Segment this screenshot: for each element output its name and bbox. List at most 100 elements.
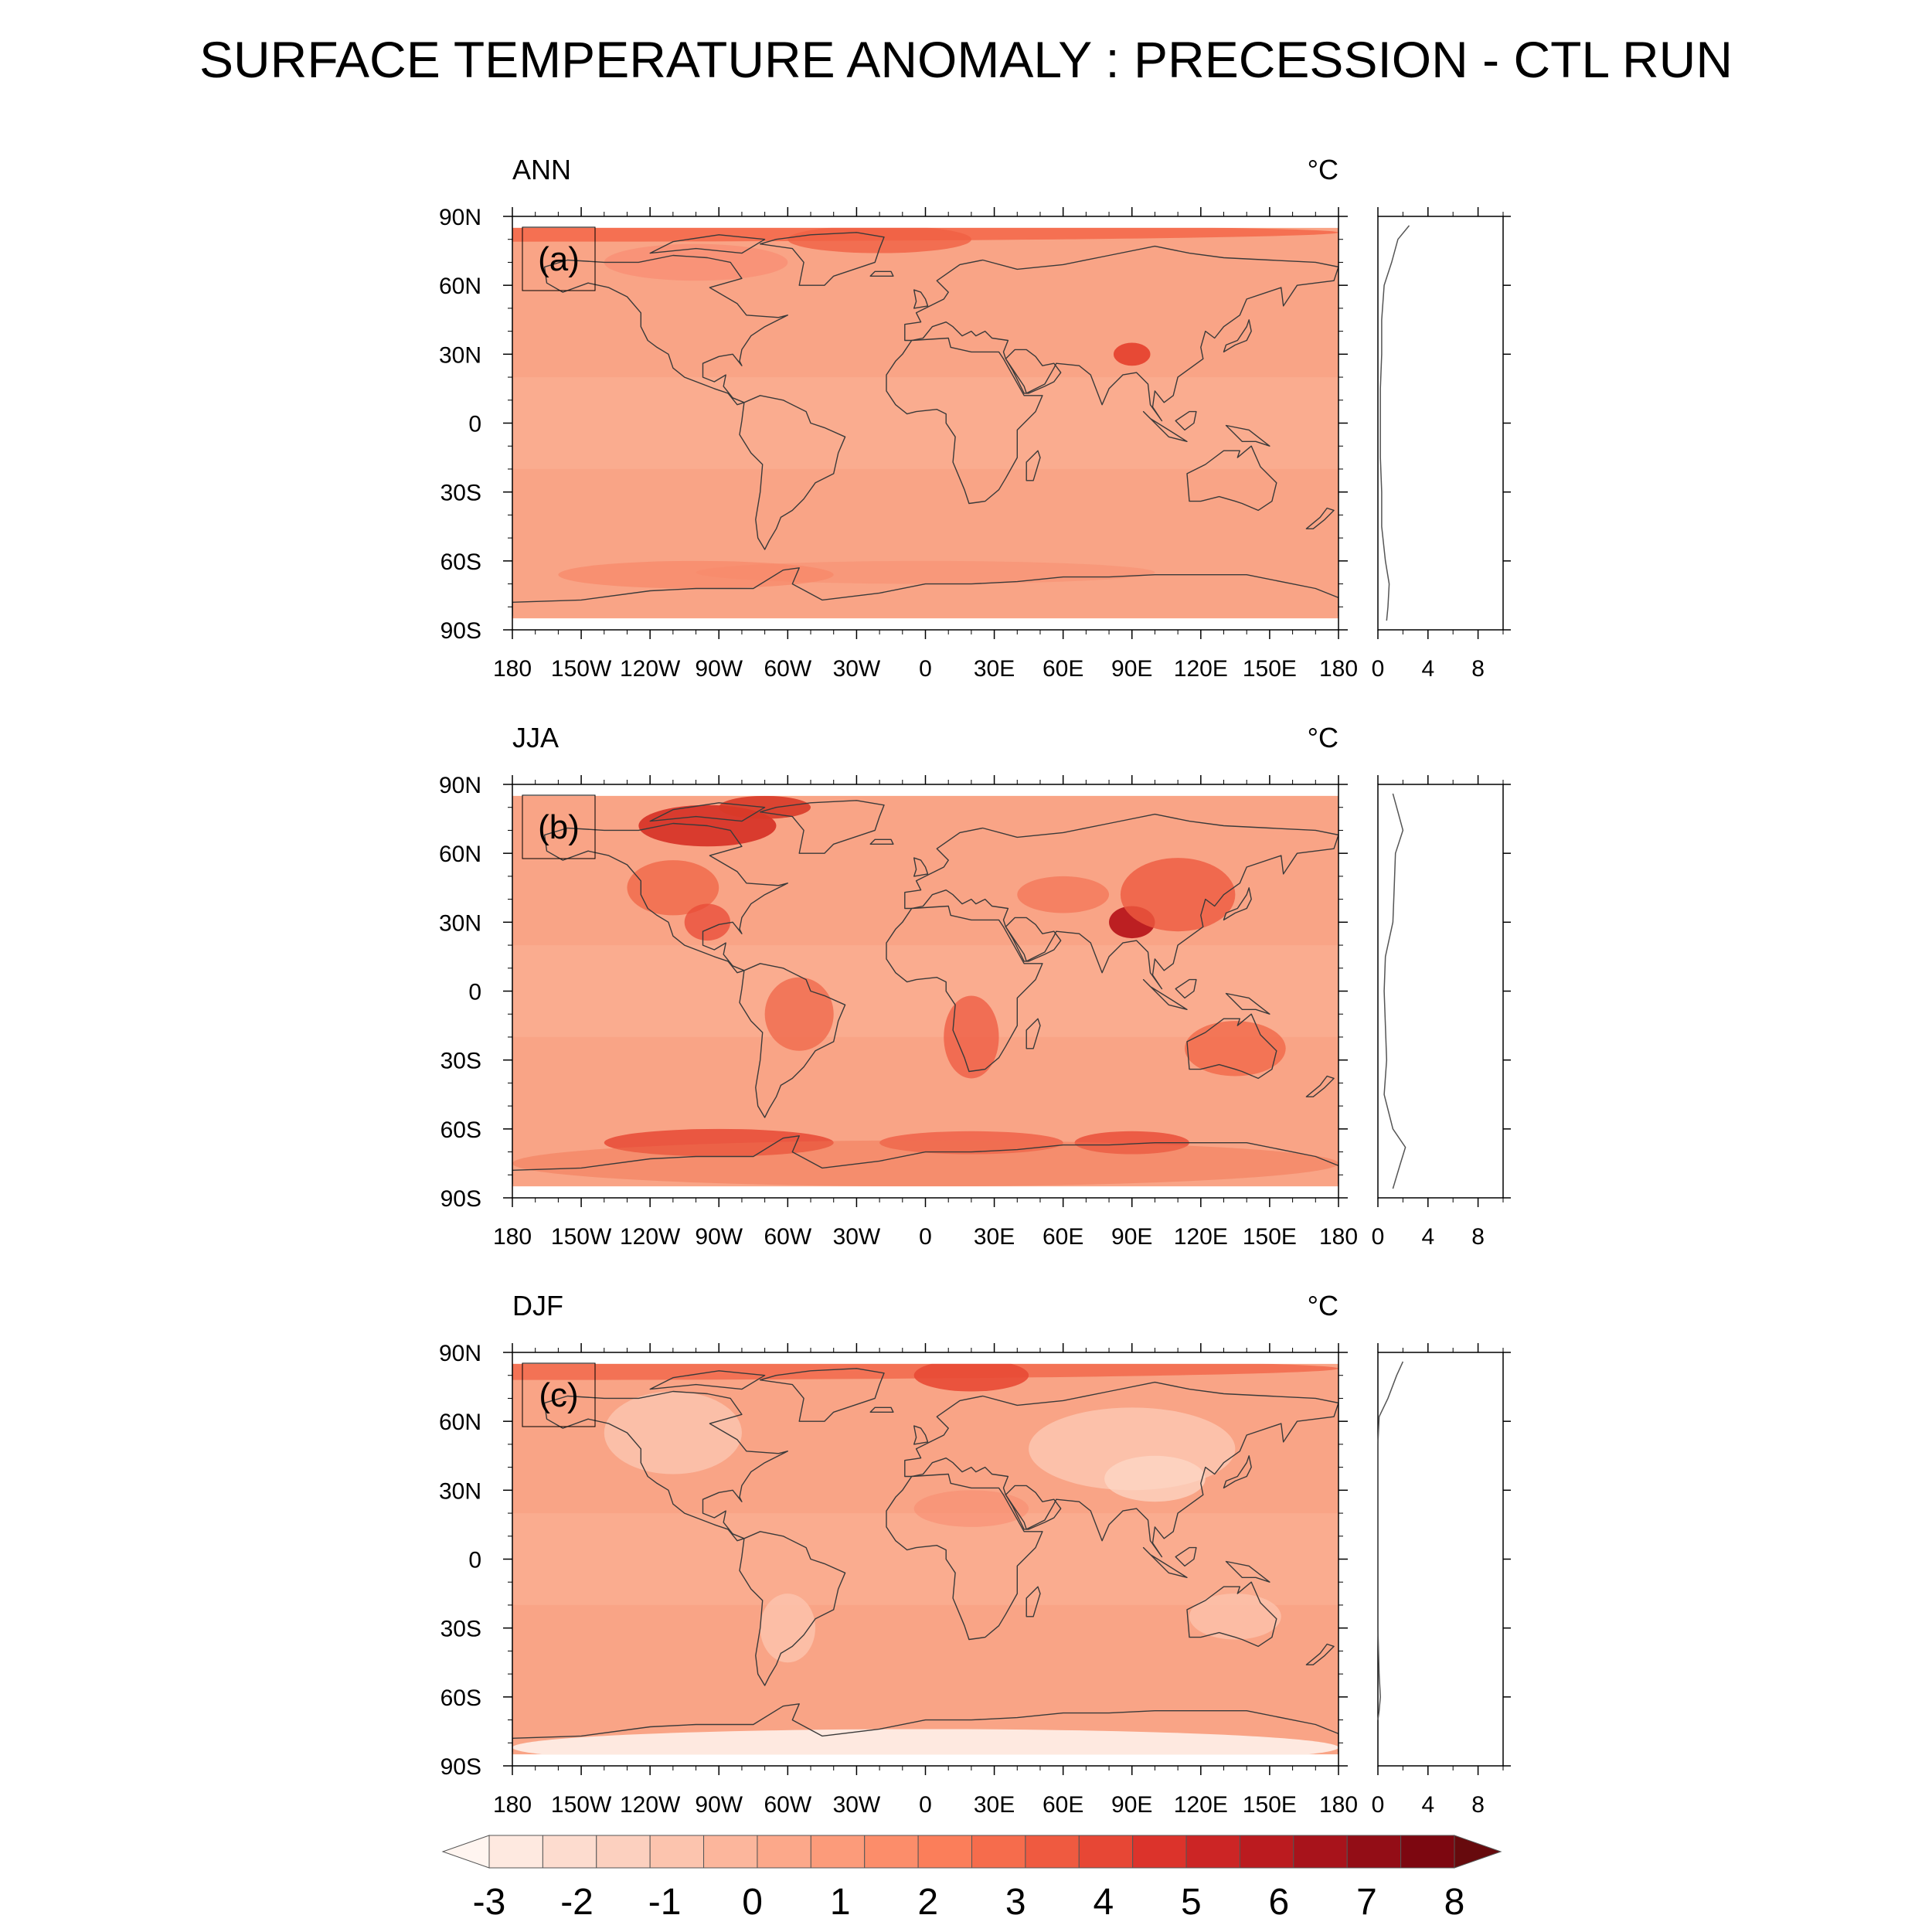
profile-tick-label: 8	[1471, 1224, 1485, 1250]
colorbar-label: 2	[917, 1882, 938, 1923]
panel-a: ANN °C (a) 90N 60N 30N 0 30S 60S 90S 180 150W 120W 90…	[439, 154, 1511, 682]
arabia-outline	[1005, 917, 1062, 962]
canadian-islands-outline	[649, 1370, 766, 1390]
profile-tick-label: 4	[1421, 656, 1434, 682]
north-america-outline	[543, 1390, 788, 1542]
lon-tick-label: 90E	[1111, 1224, 1152, 1250]
eurasia-outline	[904, 245, 1338, 422]
anomaly-patch	[1017, 876, 1110, 913]
madagascar-outline	[1026, 450, 1041, 481]
anomaly-patch	[627, 860, 719, 916]
lon-tick-label: 60E	[1043, 656, 1083, 682]
profile-tick-label: 4	[1421, 1224, 1434, 1250]
lon-tick-label: 90W	[695, 1792, 743, 1818]
colorbar-box	[1132, 1835, 1187, 1869]
season-label: DJF	[512, 1290, 563, 1321]
uk-outline	[913, 1425, 929, 1445]
borneo-outline	[1175, 978, 1197, 999]
colorbar-label: 3	[1005, 1882, 1026, 1923]
colorbar-label: 7	[1356, 1882, 1377, 1923]
antarctica-outline	[512, 567, 1338, 617]
new-zealand-outline	[1305, 507, 1335, 529]
lon-tick-label: 120W	[620, 656, 681, 682]
profile-tick-label: 0	[1372, 1224, 1385, 1250]
new-zealand-outline	[1305, 1075, 1335, 1097]
anomaly-patch	[696, 560, 1155, 584]
lon-tick-label: 180	[1319, 1792, 1358, 1818]
colorbar-label: -2	[560, 1882, 594, 1923]
arabia-outline	[1005, 1485, 1062, 1530]
lat-tick-label: 30N	[439, 910, 481, 936]
profile-tick-label: 0	[1372, 656, 1385, 682]
lat-tick-label: 30S	[440, 481, 481, 506]
colorbar-label: -1	[648, 1882, 682, 1923]
australia-outline	[1186, 1581, 1277, 1648]
lat-tick-label: 30S	[440, 1049, 481, 1074]
north-america-outline	[543, 822, 788, 974]
colorbar: -3 -2 -1 0 1 2 3 4 5 6 7 8	[441, 1835, 1502, 1923]
lat-tick-label: 0	[468, 412, 481, 437]
figure-title: SURFACE TEMPERATURE ANOMALY : PRECESSION…	[199, 31, 1733, 88]
profile-tick-label: 8	[1471, 656, 1485, 682]
panel-label: (c)	[539, 1376, 578, 1414]
lon-tick-label: 60W	[764, 656, 811, 682]
profile-tick-label: 0	[1372, 1792, 1385, 1818]
colorbar-box	[1400, 1835, 1455, 1869]
colorbar-box	[971, 1835, 1026, 1869]
anomaly-patch	[944, 995, 999, 1079]
lon-tick-label: 120W	[620, 1224, 681, 1250]
colorbar-box	[757, 1835, 811, 1869]
madagascar-outline	[1026, 1018, 1041, 1049]
colorbar-high-arrow	[1454, 1835, 1502, 1869]
lat-tick-label: 60N	[439, 842, 481, 867]
madagascar-outline	[1026, 1586, 1041, 1617]
canadian-islands-outline	[649, 802, 766, 822]
zonal-mean-line	[1383, 793, 1406, 1189]
colorbar-box	[917, 1835, 972, 1869]
lon-tick-label: 60W	[764, 1792, 811, 1818]
lon-tick-label: 180	[1319, 656, 1358, 682]
anomaly-patch	[879, 1131, 1063, 1155]
anomaly-patch	[913, 1490, 1029, 1527]
lon-tick-label: 150W	[551, 656, 612, 682]
colorbar-low-arrow	[441, 1835, 490, 1869]
africa-outline	[886, 337, 1043, 505]
iceland-outline	[869, 838, 894, 845]
season-label: ANN	[512, 154, 571, 185]
colorbar-label: 6	[1269, 1882, 1290, 1923]
colorbar-label: 8	[1444, 1882, 1465, 1923]
tropical-band	[512, 945, 1338, 1037]
borneo-outline	[1175, 1546, 1197, 1567]
lat-tick-label: 0	[468, 1548, 481, 1573]
panel-c: DJF °C (c) 90N 60N 30N 0 30S 60S 90S 180 150W 120W 90…	[439, 1290, 1511, 1818]
new-guinea-outline	[1225, 992, 1270, 1015]
lon-tick-label: 120E	[1174, 1792, 1228, 1818]
greenland-outline	[760, 232, 885, 286]
zonal-mean-line	[1377, 1361, 1404, 1720]
lon-tick-label: 30E	[974, 1224, 1015, 1250]
eurasia-outline	[904, 1381, 1338, 1558]
lon-tick-label: 0	[919, 656, 932, 682]
anomaly-patch	[913, 1363, 1029, 1392]
antarctica-outline	[512, 1703, 1338, 1753]
colorbar-label: 0	[742, 1882, 763, 1923]
borneo-outline	[1175, 410, 1197, 431]
lon-tick-label: 150E	[1243, 1792, 1297, 1818]
lat-tick-label: 90S	[440, 618, 481, 644]
new-zealand-outline	[1305, 1643, 1335, 1665]
lon-tick-label: 30W	[833, 1792, 881, 1818]
anomaly-patch	[604, 1391, 742, 1475]
lon-tick-label: 150W	[551, 1224, 612, 1250]
colorbar-box	[542, 1835, 597, 1869]
lon-tick-label: 120E	[1174, 1224, 1228, 1250]
units-label: °C	[1308, 1290, 1338, 1321]
lat-tick-label: 90S	[440, 1186, 481, 1212]
anomaly-patch	[787, 227, 971, 253]
tropical-band	[512, 377, 1338, 469]
uk-outline	[913, 857, 929, 877]
anomaly-patch	[512, 1140, 1338, 1187]
anomaly-patch	[1074, 1131, 1189, 1155]
anomaly-patch	[1113, 342, 1151, 366]
iceland-outline	[869, 1406, 894, 1413]
zonal-mean-frame	[1377, 1352, 1504, 1767]
